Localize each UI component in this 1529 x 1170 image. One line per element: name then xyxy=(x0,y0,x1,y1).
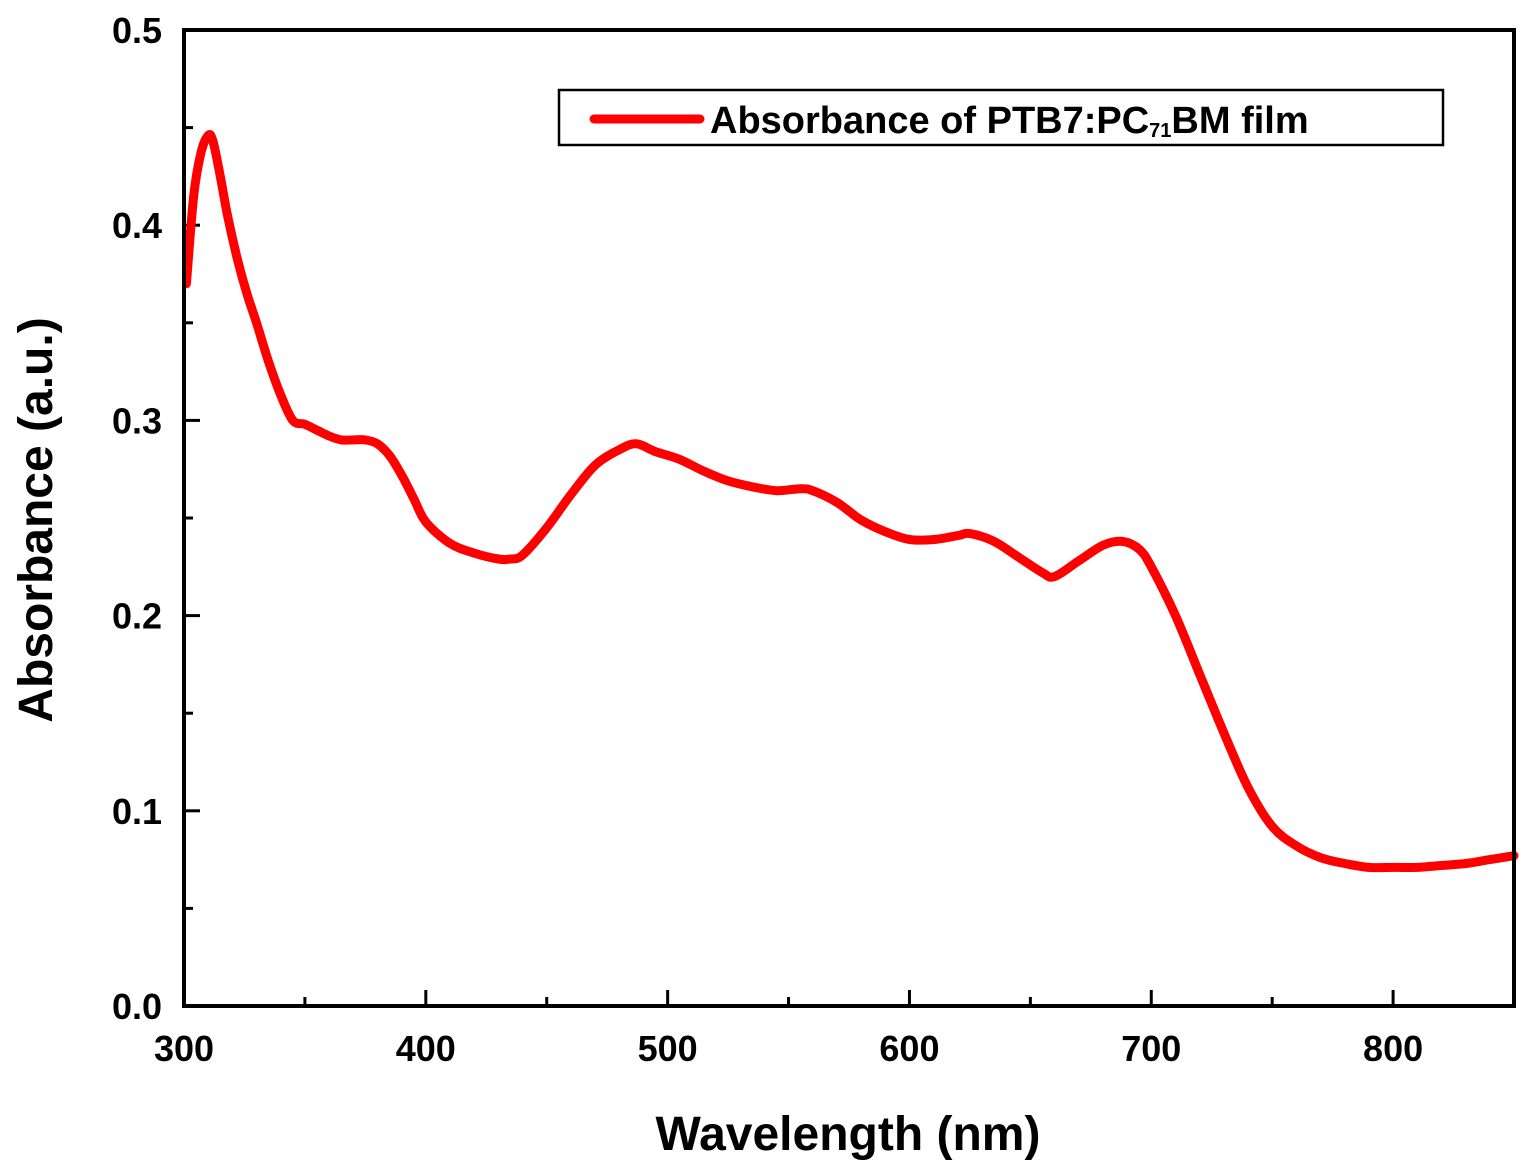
x-axis-title: Wavelength (nm) xyxy=(656,1108,1041,1161)
x-tick-label: 700 xyxy=(1121,1028,1181,1069)
legend-label-subscript: 71 xyxy=(1149,120,1171,142)
x-tick-label: 800 xyxy=(1363,1028,1423,1069)
y-tick-label: 0.5 xyxy=(112,10,162,51)
legend-label-tail: BM film xyxy=(1171,100,1308,142)
y-tick-label: 0.4 xyxy=(112,205,162,246)
y-tick-label: 0.0 xyxy=(112,986,162,1027)
x-tick-label: 300 xyxy=(154,1028,214,1069)
legend-box xyxy=(557,88,1445,147)
y-tick-label: 0.1 xyxy=(112,791,162,832)
x-tick-label: 600 xyxy=(879,1028,939,1069)
legend-label: Absorbance of PTB7:PC71BM film xyxy=(710,100,1309,142)
legend-label-main: Absorbance of PTB7:PC xyxy=(710,100,1149,142)
x-axis-ticks: 300 400 500 600 700 800 xyxy=(154,990,1423,1069)
y-tick-label: 0.2 xyxy=(112,596,162,637)
y-tick-label: 0.3 xyxy=(112,400,162,441)
series-layer xyxy=(181,130,1519,873)
y-axis-title: Absorbance (a.u.) xyxy=(10,317,63,722)
legend: Absorbance of PTB7:PC71BM film xyxy=(557,88,1445,147)
series-line-absorbance xyxy=(181,130,1519,873)
x-tick-label: 500 xyxy=(638,1028,698,1069)
y-axis-ticks: 0.0 0.1 0.2 0.3 0.4 0.5 xyxy=(112,10,200,1027)
plot-frame xyxy=(182,28,1516,1008)
x-tick-label: 400 xyxy=(396,1028,456,1069)
